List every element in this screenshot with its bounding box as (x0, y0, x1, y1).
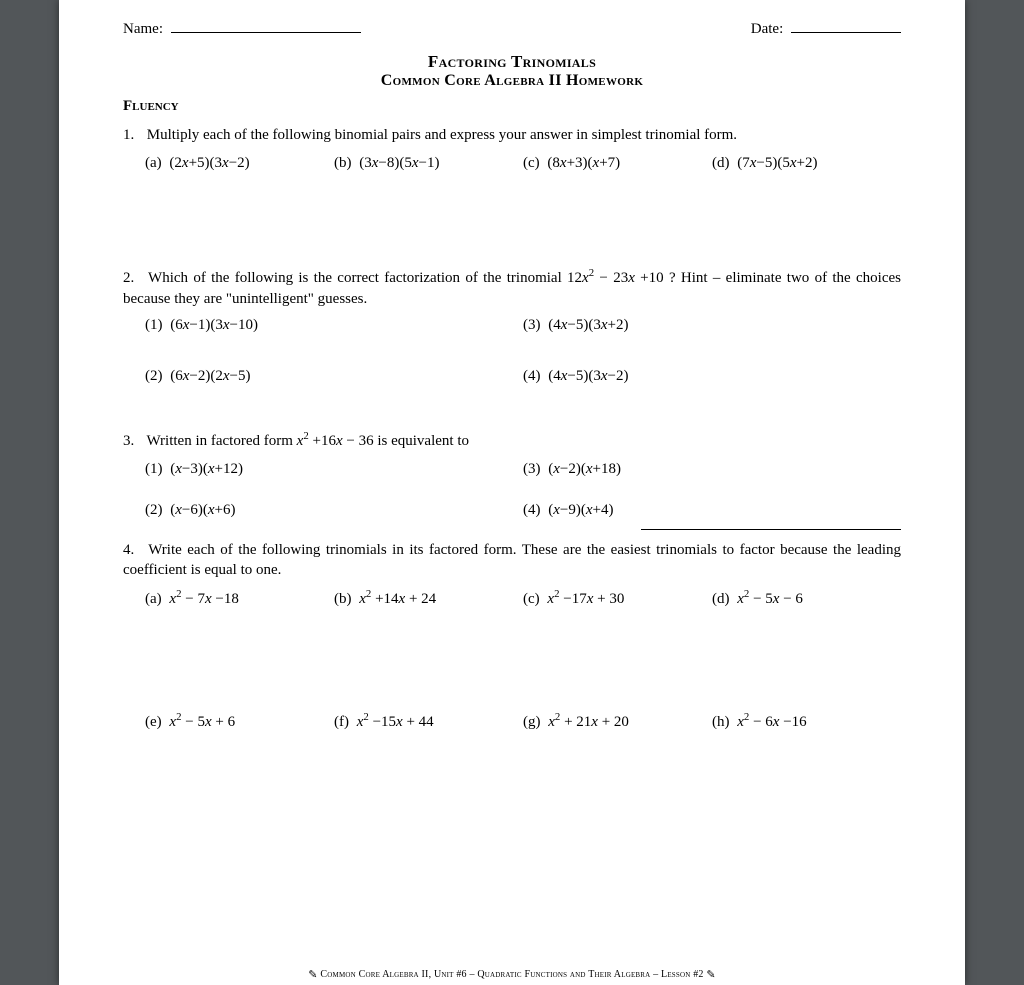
q3-row2: (2) (x−6)(x+6)(4) (x−9)(x+4) (145, 502, 901, 525)
worksheet-page: Name: Date: Factoring Trinomials Common … (59, 0, 965, 985)
choice-label: (h) (712, 714, 733, 730)
choice-expression: x2 − 5x − 6 (737, 591, 803, 607)
choice-expression: x2 − 7x −18 (169, 591, 238, 607)
choice-expression: (x−9)(x+4) (548, 502, 613, 518)
name-label: Name: (123, 21, 163, 37)
q3-trinomial: x2 +16x − 36 (297, 433, 374, 449)
answer-choice: (f) x2 −15x + 44 (334, 714, 523, 731)
choice-label: (3) (523, 461, 544, 477)
answer-choice: (c) x2 −17x + 30 (523, 591, 712, 608)
header-row: Name: Date: (123, 18, 901, 38)
date-field: Date: (751, 18, 901, 38)
title-main: Factoring Trinomials (123, 52, 901, 72)
choice-expression: (6x−1)(3x−10) (170, 317, 258, 333)
choice-label: (f) (334, 714, 353, 730)
answer-choice: (2) (6x−2)(2x−5) (145, 368, 523, 385)
choice-label: (d) (712, 155, 733, 171)
answer-choice: (c) (8x+3)(x+7) (523, 155, 712, 172)
answer-choice: (a) (2x+5)(3x−2) (145, 155, 334, 172)
q1-number: 1. (123, 125, 143, 145)
question-1: 1. Multiply each of the following binomi… (123, 125, 901, 145)
title-block: Factoring Trinomials Common Core Algebra… (123, 52, 901, 90)
title-sub: Common Core Algebra II Homework (123, 72, 901, 90)
choice-label: (c) (523, 591, 543, 607)
q3-text-pre: Written in factored form (146, 433, 296, 449)
choice-expression: x2 −17x + 30 (547, 591, 624, 607)
choice-expression: x2 −15x + 44 (357, 714, 434, 730)
choice-expression: x2 − 5x + 6 (169, 714, 235, 730)
question-3: 3. Written in factored form x2 +16x − 36… (123, 431, 901, 451)
choice-expression: (x−3)(x+12) (170, 461, 243, 477)
choice-expression: (6x−2)(2x−5) (170, 368, 250, 384)
choice-label: (2) (145, 368, 166, 384)
choice-label: (d) (712, 591, 733, 607)
choice-expression: (x−2)(x+18) (548, 461, 621, 477)
q4-number: 4. (123, 540, 143, 560)
answer-choice: (1) (6x−1)(3x−10) (145, 317, 523, 334)
choice-expression: x2 + 21x + 20 (548, 714, 629, 730)
choice-expression: x2 − 6x −16 (737, 714, 806, 730)
choice-expression: (4x−5)(3x+2) (548, 317, 628, 333)
q2-row1: (1) (6x−1)(3x−10)(3) (4x−5)(3x+2) (145, 317, 901, 340)
choice-label: (3) (523, 317, 544, 333)
section-heading: Fluency (123, 98, 901, 115)
q3-number: 3. (123, 431, 143, 451)
choice-label: (a) (145, 591, 165, 607)
choice-label: (4) (523, 368, 544, 384)
choice-expression: (2x+5)(3x−2) (169, 155, 249, 171)
choice-label: (2) (145, 502, 166, 518)
date-blank (791, 18, 901, 33)
answer-choice: (a) x2 − 7x −18 (145, 591, 334, 608)
choice-label: (b) (334, 155, 355, 171)
q1-items: (a) (2x+5)(3x−2)(b) (3x−8)(5x−1)(c) (8x+… (145, 155, 901, 178)
answer-choice: (d) (7x−5)(5x+2) (712, 155, 901, 172)
choice-expression: x2 +14x + 24 (359, 591, 436, 607)
q3-row1: (1) (x−3)(x+12)(3) (x−2)(x+18) (145, 461, 901, 484)
choice-label: (4) (523, 502, 544, 518)
answer-choice: (4) (x−9)(x+4) (523, 502, 901, 519)
q4-text: Write each of the following trinomials i… (123, 542, 901, 578)
answer-choice: (b) x2 +14x + 24 (334, 591, 523, 608)
answer-choice: (2) (x−6)(x+6) (145, 502, 523, 519)
q3-divider (641, 529, 901, 530)
q4-row2: (e) x2 − 5x + 6(f) x2 −15x + 44(g) x2 + … (145, 714, 901, 737)
name-field: Name: (123, 18, 361, 38)
choice-label: (1) (145, 461, 166, 477)
choice-expression: (3x−8)(5x−1) (359, 155, 439, 171)
choice-label: (g) (523, 714, 544, 730)
q2-text-pre: Which of the following is the correct fa… (148, 270, 567, 286)
answer-choice: (d) x2 − 5x − 6 (712, 591, 901, 608)
choice-label: (b) (334, 591, 355, 607)
choice-expression: (x−6)(x+6) (170, 502, 235, 518)
answer-choice: (1) (x−3)(x+12) (145, 461, 523, 478)
choice-expression: (7x−5)(5x+2) (737, 155, 817, 171)
choice-label: (e) (145, 714, 165, 730)
q2-number: 2. (123, 268, 143, 288)
date-label: Date: (751, 21, 783, 37)
answer-choice: (b) (3x−8)(5x−1) (334, 155, 523, 172)
answer-choice: (3) (x−2)(x+18) (523, 461, 901, 478)
q2-row2: (2) (6x−2)(2x−5)(4) (4x−5)(3x−2) (145, 368, 901, 391)
choice-label: (a) (145, 155, 165, 171)
question-4: 4. Write each of the following trinomial… (123, 540, 901, 581)
answer-choice: (g) x2 + 21x + 20 (523, 714, 712, 731)
q1-text: Multiply each of the following binomial … (147, 127, 737, 143)
footer-left-icon: ✎ (308, 969, 317, 981)
footer: ✎ Common Core Algebra II, Unit #6 – Quad… (123, 968, 901, 981)
choice-label: (1) (145, 317, 166, 333)
answer-choice: (h) x2 − 6x −16 (712, 714, 901, 731)
footer-text: Common Core Algebra II, Unit #6 – Quadra… (320, 969, 703, 980)
answer-choice: (e) x2 − 5x + 6 (145, 714, 334, 731)
q2-trinomial: 12x2 − 23x +10 (567, 270, 664, 286)
choice-expression: (4x−5)(3x−2) (548, 368, 628, 384)
question-2: 2. Which of the following is the correct… (123, 268, 901, 309)
answer-choice: (4) (4x−5)(3x−2) (523, 368, 901, 385)
choice-label: (c) (523, 155, 543, 171)
name-blank (171, 18, 361, 33)
choice-expression: (8x+3)(x+7) (547, 155, 620, 171)
q4-row1b: (a) x2 − 7x −18(b) x2 +14x + 24(c) x2 −1… (145, 591, 901, 614)
footer-right-icon: ✎ (706, 969, 715, 981)
q3-text-post: is equivalent to (377, 433, 469, 449)
answer-choice: (3) (4x−5)(3x+2) (523, 317, 901, 334)
